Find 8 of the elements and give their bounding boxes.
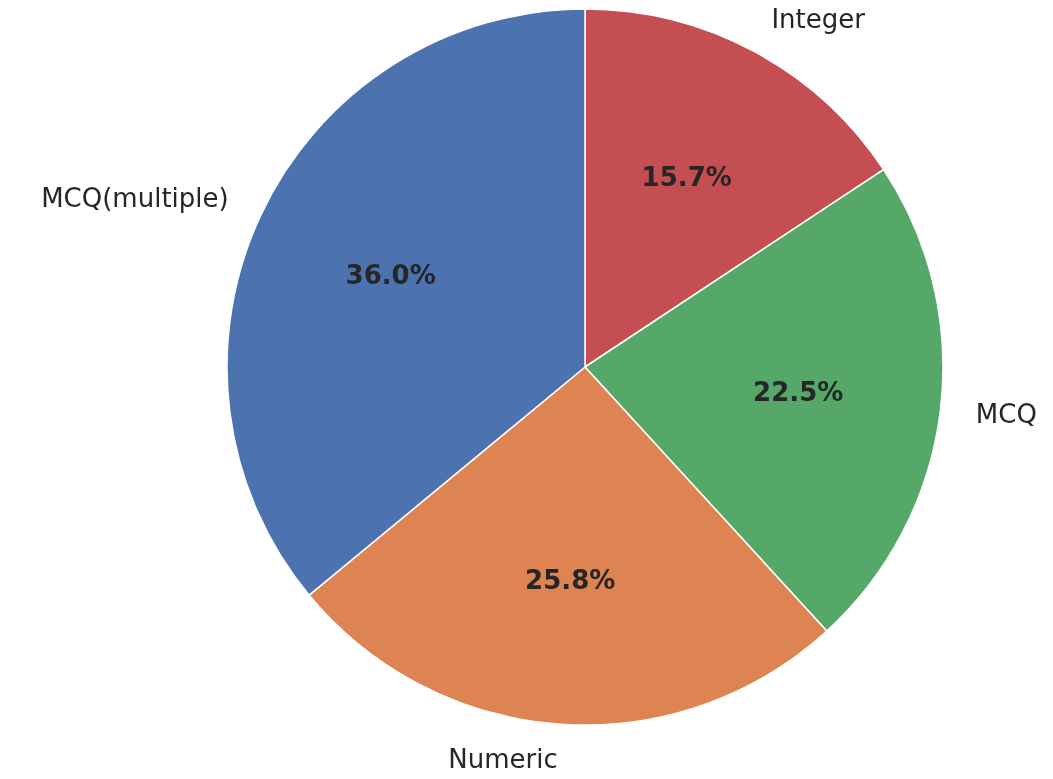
data-label: 15.7%	[641, 161, 732, 192]
data-label: 25.8%	[525, 565, 616, 596]
slice-label: Integer	[771, 4, 866, 35]
data-label: 36.0%	[345, 259, 436, 290]
slice-label: Numeric	[448, 743, 558, 774]
data-label: 22.5%	[753, 377, 844, 408]
slice-label: MCQ	[975, 399, 1037, 430]
slice-label: MCQ(multiple)	[41, 183, 229, 214]
